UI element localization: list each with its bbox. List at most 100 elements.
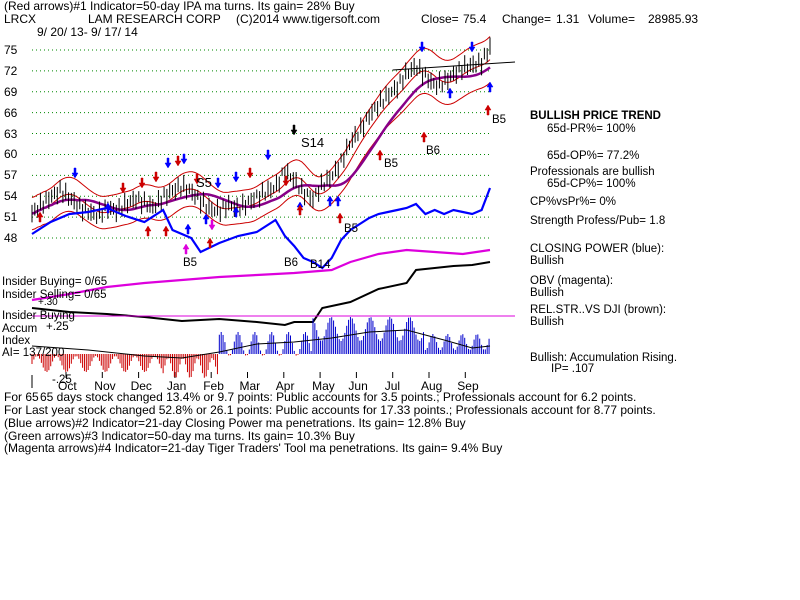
- relstr-label: REL.STR..VS DJI (brown):: [530, 304, 667, 316]
- y-tick-51: 51: [4, 210, 18, 225]
- red-up-arrow: [36, 211, 44, 223]
- relstr-value: Bullish: [530, 316, 564, 328]
- resistance-trendline: [392, 61, 516, 71]
- signal-s5: S5: [196, 175, 212, 190]
- y-tick-54: 54: [4, 189, 18, 204]
- blue-up-arrow: [184, 223, 192, 235]
- y-tick-57: 57: [4, 168, 18, 183]
- blue-down-arrow: [232, 171, 240, 183]
- blue-up-arrow: [334, 195, 342, 207]
- red-up-arrow: [144, 225, 152, 237]
- y-tick-66: 66: [4, 105, 18, 120]
- y-tick-60: 60: [4, 147, 18, 162]
- strength-ratio: Strength Profess/Pub= 1.8: [530, 215, 666, 227]
- blue-up-arrow: [232, 206, 240, 218]
- cp-line: 65d-CP%= 100%: [547, 178, 636, 190]
- lower-band: [31, 82, 491, 231]
- company-name: LAM RESEARCH CORP: [88, 12, 221, 26]
- blue-down-arrow: [71, 167, 79, 179]
- y-tick-72: 72: [4, 63, 18, 78]
- red-up-arrow: [162, 225, 170, 237]
- magenta-up-arrow: [182, 243, 190, 255]
- red-down-arrow: [152, 171, 160, 183]
- professionals-status: Professionals are bullish: [530, 166, 655, 178]
- red-down-arrow: [246, 167, 254, 179]
- volume-label: Volume=: [588, 12, 636, 26]
- signal-b5-may: B5: [344, 223, 359, 235]
- blue-down-arrow: [418, 41, 426, 53]
- x-tick-jun: Jun: [348, 379, 368, 393]
- footer-line3: (Blue arrows)#2 Indicator=21-day Closing…: [4, 416, 466, 430]
- footer-line5: (Magenta arrows)#4 Indicator=21-day Tige…: [4, 441, 503, 455]
- red-up-arrow: [296, 204, 304, 216]
- upper-band: [31, 36, 491, 198]
- footer-line1: 65 days stock changed 13.4% or 9.7 point…: [40, 390, 637, 404]
- index-label: Index: [2, 335, 31, 347]
- blue-down-arrow: [264, 149, 272, 161]
- red-down-arrow: [119, 182, 127, 194]
- header-line1: (Red arrows)#1 Indicator=50-day IPA ma t…: [4, 0, 355, 13]
- pr-line: 65d-PR%= 100%: [547, 123, 636, 135]
- blue-up-arrow: [202, 213, 210, 225]
- trend-title: BULLISH PRICE TREND: [530, 110, 661, 122]
- accum-label: Accum: [2, 323, 38, 335]
- magenta-down-arrow: [208, 219, 216, 231]
- red-up-arrow: [206, 237, 214, 249]
- acc-minus-25: -.25: [52, 374, 72, 386]
- footer-line4: (Green arrows)#3 Indicator=50-day ma tur…: [4, 429, 355, 443]
- change-label: Change=: [502, 12, 552, 26]
- date-range: 9/ 20/ 13- 9/ 17/ 14: [37, 25, 138, 39]
- signal-b5-jun: B5: [384, 158, 399, 170]
- red-up-arrow: [484, 104, 492, 116]
- red-down-arrow: [193, 173, 201, 185]
- blue-up-arrow: [326, 195, 334, 207]
- blue-down-arrow: [468, 41, 476, 53]
- cp-vs-pr: CP%vsPr%= 0%: [530, 196, 616, 208]
- blue-up-arrow: [446, 87, 454, 99]
- closing-power-line: [31, 187, 492, 270]
- blue-down-arrow: [164, 157, 172, 169]
- red-up-arrow: [376, 149, 384, 161]
- signal-b5-jan: B5: [183, 257, 198, 269]
- change-value: 1.31: [556, 12, 580, 26]
- ip-value: IP= .107: [551, 363, 595, 375]
- acc-plus-25: +.25: [46, 321, 69, 333]
- x-tick-dec: Dec: [130, 379, 152, 393]
- obv-value: Bullish: [530, 287, 564, 299]
- acc-plus-30: +.30: [38, 297, 58, 308]
- blue-down-arrow: [214, 177, 222, 189]
- red-up-arrow: [336, 212, 344, 224]
- insider-buying-label: Insider Buying: [2, 310, 75, 322]
- signal-s14: S14: [301, 135, 325, 150]
- closing-power-label: CLOSING POWER (blue):: [530, 243, 665, 255]
- obv-label: OBV (magenta):: [530, 275, 614, 287]
- closing-power-value: Bullish: [530, 255, 564, 267]
- x-tick-apr: Apr: [275, 379, 295, 393]
- signal-b5-sep: B5: [492, 114, 507, 126]
- footer-line1-prefix: For 65: [4, 390, 39, 404]
- x-tick-sep: Sep: [457, 379, 479, 393]
- insider-selling-count: Insider Selling= 0/65: [2, 289, 107, 301]
- red-up-arrow: [420, 131, 428, 143]
- y-tick-63: 63: [4, 126, 18, 141]
- signal-b14: B14: [310, 259, 331, 271]
- ticker-symbol: LRCX: [4, 12, 37, 26]
- x-tick-may: May: [312, 379, 335, 393]
- y-tick-48: 48: [4, 231, 18, 245]
- blue-down-arrow: [180, 153, 188, 165]
- x-tick-jan: Jan: [166, 379, 187, 393]
- obv-line: [31, 248, 491, 302]
- x-tick-feb: Feb: [203, 379, 224, 393]
- signal-b6-jul: B6: [426, 145, 441, 157]
- blue-up-arrow: [486, 81, 494, 93]
- x-tick-mar: Mar: [239, 379, 261, 393]
- op-line: 65d-OP%= 77.2%: [547, 150, 640, 162]
- x-tick-jul: Jul: [384, 379, 401, 393]
- x-tick-oct: Oct: [58, 379, 77, 393]
- accum-ma-line: [31, 329, 491, 359]
- copyright: (C)2014 www.tigersoft.com: [236, 12, 381, 26]
- red-down-arrow: [282, 175, 290, 187]
- volume-value: 28985.93: [648, 12, 699, 26]
- ai-label: AI= 137/200: [2, 347, 65, 359]
